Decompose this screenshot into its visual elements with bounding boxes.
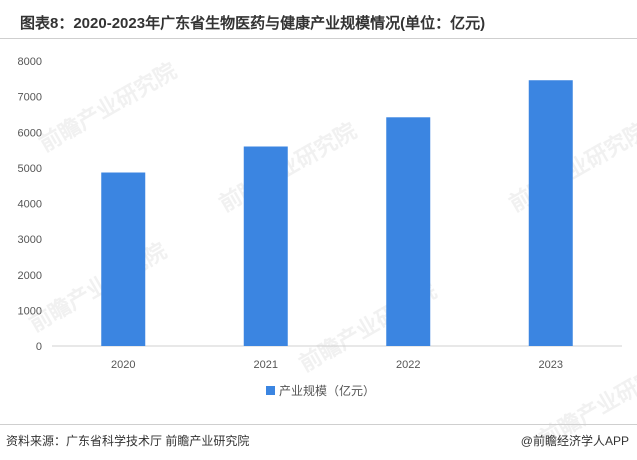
x-tick-label: 2022 [396,359,420,371]
y-tick-label: 5000 [18,163,42,175]
x-axis: 2020 2021 2022 2023 [52,345,622,371]
y-tick-label: 0 [36,341,42,353]
bar-2022 [386,117,431,346]
y-tick-label: 8000 [18,56,42,68]
y-tick-label: 1000 [18,305,42,317]
y-axis: 0 1000 2000 3000 4000 5000 6000 7000 8000 [18,56,42,353]
app-credit: @前瞻经济学人APP [520,434,629,448]
bar-2020 [101,172,146,346]
y-tick-label: 4000 [18,199,42,211]
chart-title: 图表8：2020-2023年广东省生物医药与健康产业规模情况(单位：亿元) [20,15,486,32]
bar-2023 [528,80,573,347]
x-tick-label: 2020 [111,359,135,371]
title-divider [0,38,637,39]
footer-divider [0,424,637,425]
y-tick-label: 2000 [18,270,42,282]
y-tick-label: 7000 [18,92,42,104]
legend-swatch [266,386,275,395]
bar-2021 [243,146,288,346]
x-tick-label: 2023 [539,359,563,371]
bars [101,80,573,347]
y-tick-label: 6000 [18,127,42,139]
legend-label: 产业规模（亿元） [279,383,375,398]
x-tick-label: 2021 [254,359,278,371]
legend: 产业规模（亿元） [266,383,375,398]
source-note: 资料来源：广东省科学技术厅 前瞻产业研究院 [6,434,250,448]
y-tick-label: 3000 [18,234,42,246]
